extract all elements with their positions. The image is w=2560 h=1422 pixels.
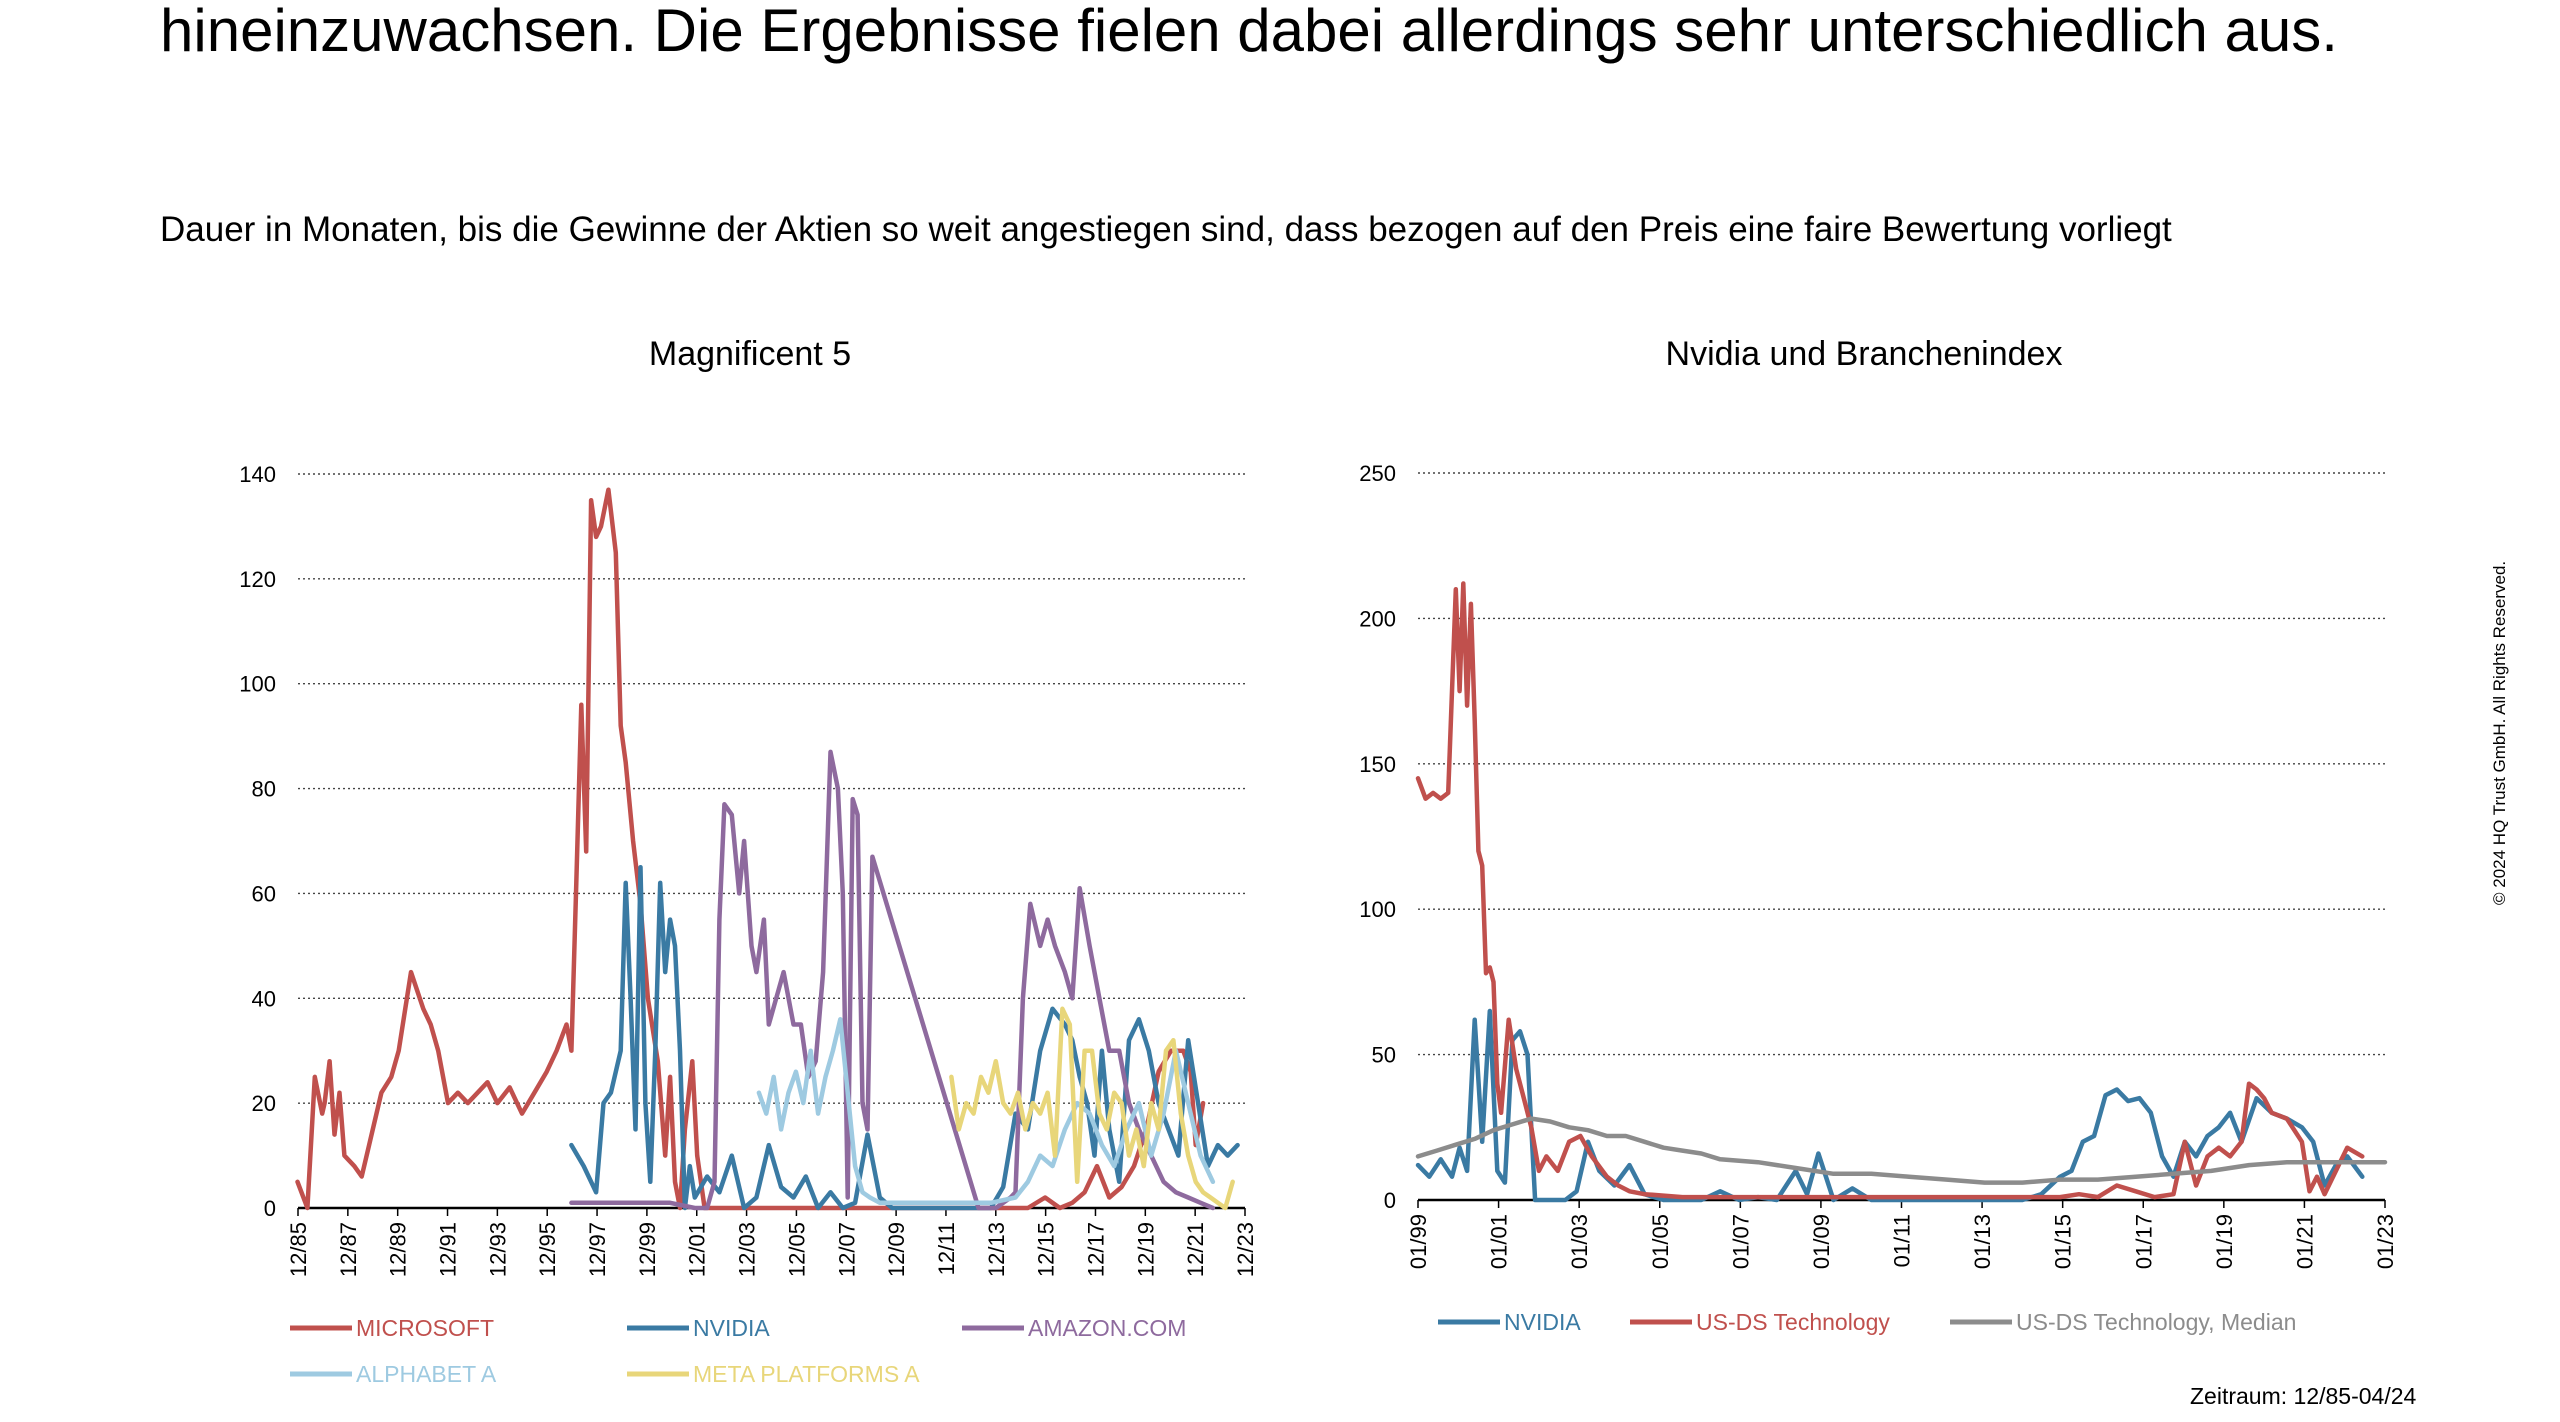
x-tick-label: 12/07	[834, 1222, 859, 1277]
x-tick-label: 12/87	[336, 1222, 361, 1277]
y-tick-label: 120	[239, 567, 276, 592]
x-tick-label: 01/05	[1648, 1214, 1673, 1269]
legend-label: AMAZON.COM	[1028, 1315, 1186, 1341]
x-tick-label: 12/23	[1233, 1222, 1258, 1277]
chart-title-right: Nvidia und Branchenindex	[1665, 335, 2063, 373]
legend-label: NVIDIA	[1504, 1309, 1581, 1335]
x-tick-label: 12/91	[436, 1222, 461, 1277]
y-tick-label: 50	[1372, 1043, 1396, 1068]
x-tick-label: 12/09	[884, 1222, 909, 1277]
y-tick-label: 60	[252, 881, 276, 906]
y-tick-label: 0	[1384, 1188, 1396, 1213]
series-line-alphabet-a	[756, 1017, 1216, 1206]
x-tick-label: 12/93	[485, 1222, 510, 1277]
legend-label: US-DS Technology, Median	[2016, 1309, 2296, 1335]
y-tick-label: 80	[252, 777, 276, 802]
x-tick-label: 01/13	[1970, 1214, 1995, 1269]
legend-label: MICROSOFT	[356, 1315, 494, 1341]
headline: hineinzuwachsen. Die Ergebnisse fielen d…	[160, 0, 2338, 64]
y-tick-label: 40	[252, 986, 276, 1011]
x-tick-label: 01/01	[1487, 1214, 1512, 1269]
y-tick-label: 100	[239, 672, 276, 697]
series-line-microsoft	[295, 487, 1206, 1211]
legend-label: META PLATFORMS A	[693, 1361, 920, 1387]
x-tick-label: 01/11	[1890, 1214, 1915, 1267]
x-tick-label: 12/17	[1083, 1222, 1108, 1277]
x-tick-label: 12/11	[934, 1222, 959, 1275]
x-tick-label: 01/21	[2292, 1214, 2317, 1269]
x-tick-label: 12/89	[386, 1222, 411, 1277]
x-tick-label: 12/85	[286, 1222, 311, 1277]
x-tick-label: 12/05	[784, 1222, 809, 1277]
x-tick-label: 01/99	[1406, 1214, 1431, 1269]
x-tick-label: 12/19	[1133, 1222, 1158, 1277]
x-tick-label: 12/95	[535, 1222, 560, 1277]
x-tick-label: 01/07	[1728, 1214, 1753, 1269]
x-tick-label: 01/19	[2212, 1214, 2237, 1269]
x-tick-label: 12/13	[984, 1222, 1009, 1277]
x-tick-label: 01/17	[2131, 1214, 2156, 1269]
y-tick-label: 250	[1359, 461, 1396, 486]
y-tick-label: 0	[264, 1196, 276, 1221]
x-tick-label: 12/21	[1183, 1222, 1208, 1277]
series-line-us-ds-technology-median	[1415, 1116, 2388, 1185]
chart-title-left: Magnificent 5	[648, 335, 852, 373]
chart-subtitle: Dauer in Monaten, bis die Gewinne der Ak…	[160, 210, 2172, 249]
legend-label: US-DS Technology	[1696, 1309, 1890, 1335]
chart-2: 0 50 100 150 200 250 01/99 01/01 01/03 01/05 01/07…	[1359, 461, 2398, 1335]
x-tick-label: 01/09	[1809, 1214, 1834, 1269]
x-tick-label: 12/97	[585, 1222, 610, 1277]
x-tick-label: 01/03	[1567, 1214, 1592, 1269]
series-line-meta-platforms-a	[949, 1006, 1235, 1211]
x-tick-label: 01/23	[2373, 1214, 2398, 1269]
x-tick-label: 12/15	[1034, 1222, 1059, 1277]
series-line-nvidia	[569, 864, 1240, 1211]
y-tick-label: 140	[239, 462, 276, 487]
legend-label: ALPHABET A	[356, 1361, 497, 1387]
series-line-us-ds-technology	[1415, 581, 2365, 1200]
x-tick-label: 12/99	[635, 1222, 660, 1277]
chart-1: 0 20 40 60 80 100 120 140 12/85 12/87 12/89 12/91 12…	[239, 462, 1258, 1387]
y-tick-label: 20	[252, 1091, 276, 1116]
x-tick-label: 01/15	[2051, 1214, 2076, 1269]
period-label: Zeitraum: 12/85-04/24	[2190, 1383, 2417, 1409]
x-tick-label: 12/03	[735, 1222, 760, 1277]
legend-label: NVIDIA	[693, 1315, 770, 1341]
series-line-amazon-com	[569, 749, 1216, 1211]
y-tick-label: 150	[1359, 752, 1396, 777]
x-tick-label: 12/01	[685, 1222, 710, 1277]
y-tick-label: 200	[1359, 606, 1396, 631]
copyright-notice: © 2024 HQ Trust GmbH. All Rights Reserve…	[2490, 560, 2509, 905]
y-tick-label: 100	[1359, 897, 1396, 922]
